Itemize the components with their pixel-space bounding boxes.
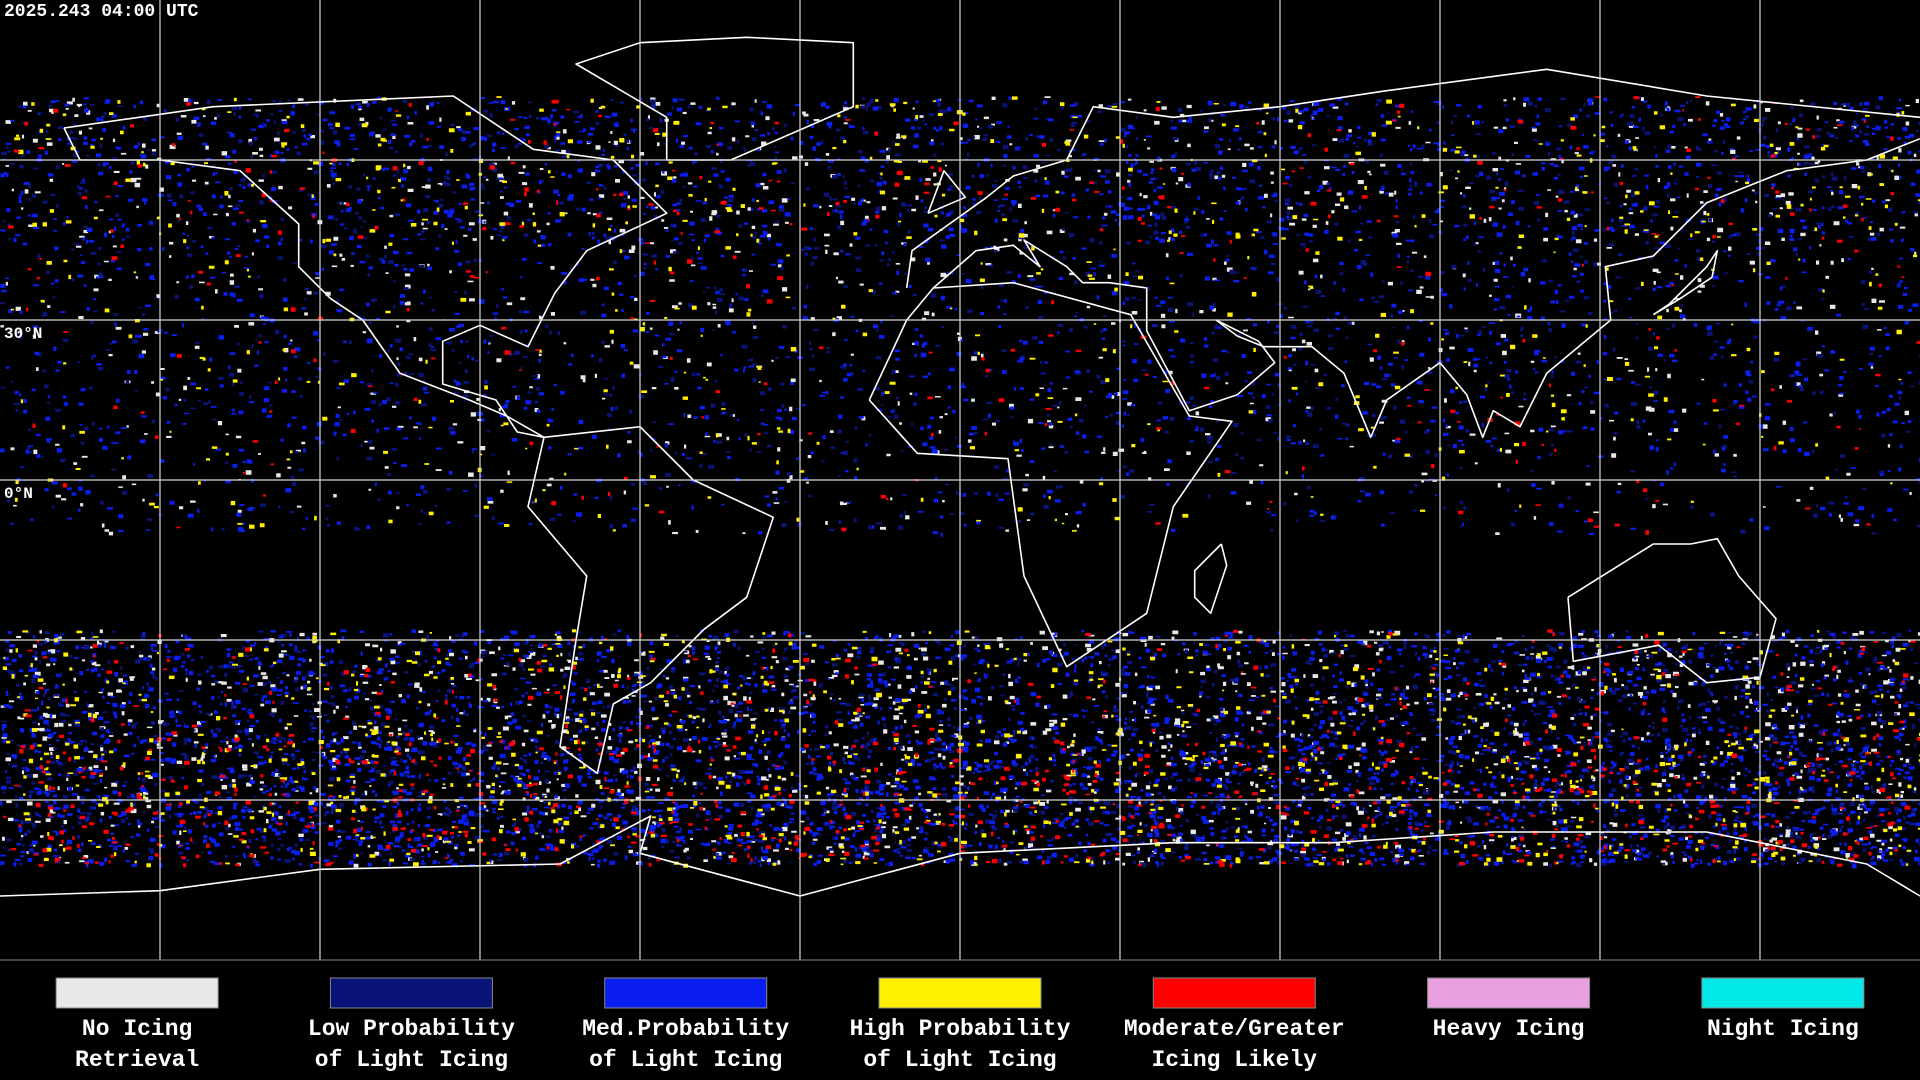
coastline [1567,537,1777,684]
latitude-labels: 30°N 0°N [4,325,42,503]
coastline [1652,249,1719,316]
legend-swatch [1701,977,1865,1009]
coastline [932,137,1920,439]
legend-swatch [1152,977,1316,1009]
legend-swatch [1427,977,1591,1009]
coastlines [0,36,1920,897]
legend-swatch [604,977,768,1009]
legend-label: No Icing [82,1016,192,1042]
legend-label: Night Icing [1707,1016,1859,1042]
legend-swatch [878,977,1042,1009]
legend-label: Moderate/Greater [1124,1016,1345,1042]
legend-label: Icing Likely [1151,1047,1317,1073]
latitude-label: 0°N [4,485,33,503]
coastline [927,169,967,215]
legend-label: of Light Icing [315,1047,508,1073]
graticule [0,0,1920,960]
legend-swatch [55,977,219,1009]
timestamp: 2025.243 04:00 UTC [4,2,199,22]
coastline [63,95,668,439]
coastline [575,36,855,161]
legend-label: Retrieval [75,1047,199,1073]
legend-swatch [329,977,493,1009]
coastline [1193,543,1228,615]
legend-label: of Light Icing [589,1047,782,1073]
coastline [905,68,1920,289]
latitude-label: 30°N [4,325,42,343]
legend-label: of Light Icing [863,1047,1056,1073]
coastline [0,815,1920,897]
coastline [868,281,1233,668]
legend-label: Low Probability [308,1016,515,1042]
legend: No Icing Retrieval Low Probability of Light… [55,977,1865,1073]
legend-label: High Probability [850,1016,1071,1042]
legend-label: Med.Probability [582,1016,789,1042]
coastline [527,425,775,775]
legend-label: Heavy Icing [1433,1016,1585,1042]
